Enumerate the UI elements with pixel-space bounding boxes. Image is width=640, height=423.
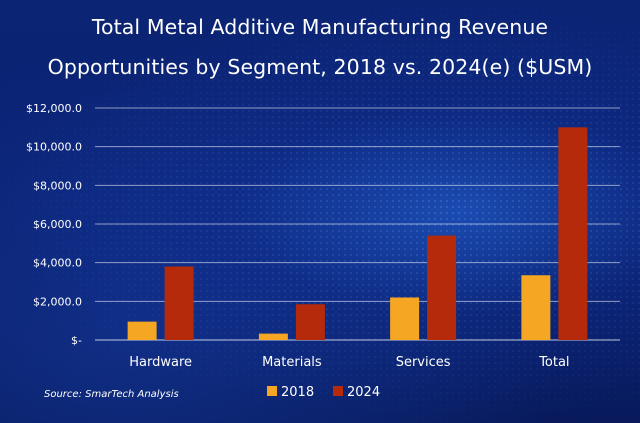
bar-2018-materials xyxy=(258,333,288,340)
chart-title-line-2: Opportunities by Segment, 2018 vs. 2024(… xyxy=(47,55,593,79)
x-category-label: Materials xyxy=(262,355,322,370)
bar-2024-services xyxy=(427,235,457,340)
y-tick-label: $6,000.0 xyxy=(33,218,82,231)
y-tick-label: $- xyxy=(71,334,82,347)
y-tick-label: $4,000.0 xyxy=(33,257,82,270)
bar-2024-total xyxy=(558,127,588,340)
y-tick-label: $8,000.0 xyxy=(33,179,82,192)
bar-2024-hardware xyxy=(164,266,194,340)
y-axis-ticks: $- $2,000.0 $4,000.0 $6,000.0 $8,000.0 $10,00… xyxy=(26,102,82,347)
y-tick-label: $2,000.0 xyxy=(33,295,82,308)
chart-title-line-1: Total Metal Additive Manufacturing Reven… xyxy=(91,15,549,39)
bars xyxy=(127,127,588,340)
legend-swatch-2024 xyxy=(333,386,343,396)
y-tick-label: $10,000.0 xyxy=(26,141,82,154)
bar-2018-hardware xyxy=(127,321,157,340)
y-tick-label: $12,000.0 xyxy=(26,102,82,115)
source-note: Source: SmarTech Analysis xyxy=(44,389,179,400)
x-axis-categories: Hardware Materials Services Total xyxy=(129,355,569,370)
bar-2024-materials xyxy=(295,304,325,340)
bar-2018-total xyxy=(521,275,551,340)
legend-label-2018: 2018 xyxy=(281,385,314,400)
legend-swatch-2018 xyxy=(267,386,277,396)
x-category-label: Services xyxy=(396,355,451,370)
legend: 2018 2024 xyxy=(267,385,380,400)
x-category-label: Hardware xyxy=(129,355,192,370)
legend-label-2024: 2024 xyxy=(347,385,380,400)
bar-2018-services xyxy=(390,297,420,340)
x-category-label: Total xyxy=(538,355,569,370)
